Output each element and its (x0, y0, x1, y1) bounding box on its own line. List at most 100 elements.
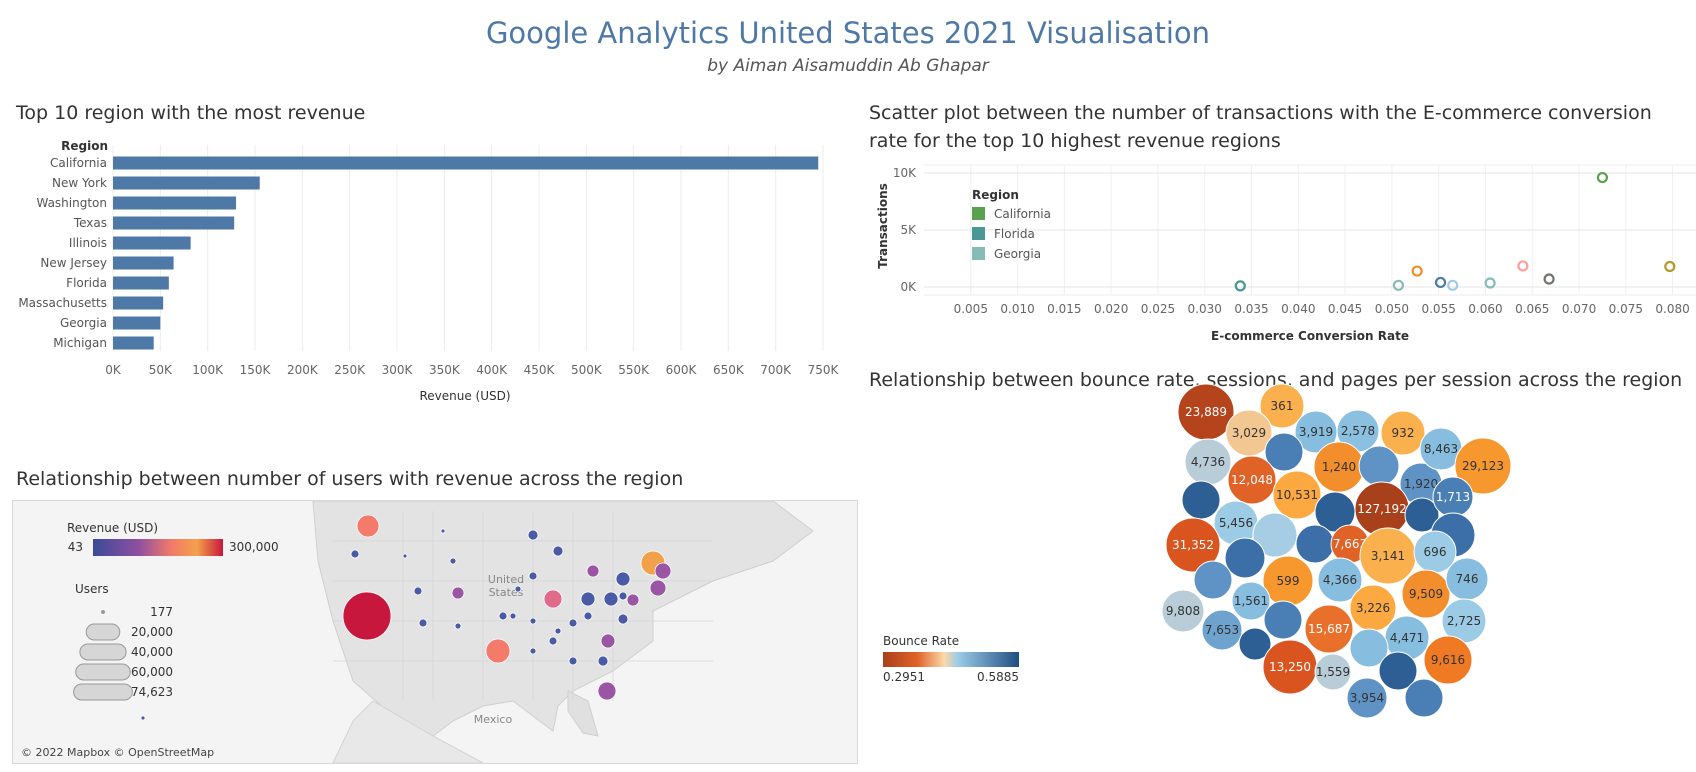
bubble-label: 15,687 (1308, 622, 1350, 636)
legend-label: Florida (994, 227, 1035, 241)
x-tick-label: 250K (334, 363, 366, 377)
x-tick-label: 0.005 (954, 302, 988, 316)
bubble (1314, 653, 1352, 691)
florida-landmass (567, 690, 599, 737)
bubble-label: 1,561 (1234, 594, 1268, 608)
bubble (1201, 609, 1243, 651)
x-tick-label: 450K (524, 363, 556, 377)
bubble (1181, 480, 1221, 520)
us-landmass (312, 501, 814, 737)
bubble-label: 2,578 (1341, 424, 1375, 438)
bar (113, 236, 191, 250)
bubble-label: 29,123 (1462, 459, 1504, 473)
dashboard-title: Google Analytics United States 2021 Visu… (485, 16, 1211, 50)
bar (113, 276, 169, 290)
x-tick-label: 200K (287, 363, 319, 377)
bar (113, 296, 164, 310)
bar (113, 216, 235, 230)
bubble (1295, 524, 1335, 564)
x-tick-label: 600K (666, 363, 698, 377)
bubble-label: 2,725 (1447, 614, 1481, 628)
region-marker (603, 591, 619, 607)
y-tick-label: 0K (900, 280, 917, 294)
bubble-label: 7,663 (1333, 537, 1367, 551)
x-tick-label: 0.025 (1141, 302, 1175, 316)
region-marker (617, 613, 629, 625)
bubble-label: 1,713 (1436, 490, 1470, 504)
map-attribution: © 2022 Mapbox © OpenStreetMap (21, 746, 214, 759)
bubble (1423, 635, 1473, 685)
region-marker (568, 656, 578, 666)
bubble (1454, 437, 1512, 495)
x-tick-label: 550K (618, 363, 650, 377)
color-legend-max: 300,000 (229, 540, 279, 554)
size-legend-circle (85, 623, 121, 641)
bubble-label: 9,509 (1409, 587, 1443, 601)
bubble (1264, 432, 1304, 472)
map-panel[interactable]: Revenue (USD) 43 300,000 Users 177 20,000 40,0… (12, 500, 858, 764)
x-tick-label: 0.075 (1609, 302, 1643, 316)
bubble (1272, 470, 1322, 520)
bubble-label: 1,920 (1404, 477, 1438, 491)
region-marker (529, 647, 537, 655)
region-marker (586, 564, 600, 578)
category-label: Florida (66, 276, 107, 290)
bar (113, 156, 819, 170)
x-tick-label: 400K (476, 363, 508, 377)
x-tick-label: 0.040 (1281, 302, 1315, 316)
bubble (1224, 537, 1266, 579)
bubble (1259, 383, 1305, 429)
bubble (1317, 557, 1363, 603)
region-marker (568, 618, 578, 628)
size-legend-circle (101, 610, 105, 614)
region-marker (583, 611, 593, 621)
bubble-chart: 23,889 361 3,029 3,919 2,578 932 4,736 12,048 1,… (883, 383, 1512, 719)
x-tick-label: 0.080 (1655, 302, 1689, 316)
bubble-label: 599 (1277, 574, 1300, 588)
bounce-legend-min: 0.2951 (883, 670, 925, 684)
region-marker (140, 715, 146, 721)
category-header: Region (61, 139, 108, 153)
category-label: New York (52, 176, 107, 190)
bar (113, 256, 174, 270)
size-legend-circle (79, 643, 127, 661)
map-label: Mexico (474, 713, 513, 726)
bubble (1252, 512, 1298, 558)
legend-swatch (972, 227, 985, 240)
region-marker (342, 591, 392, 641)
bar-chart: 0K 50K 100K 150K 200K 250K 300K 350K 400K 450K 500… (18, 139, 840, 403)
region-marker (509, 612, 517, 620)
bubble (1238, 627, 1272, 661)
bubble (1263, 600, 1303, 640)
dashboard-subtitle: by Aiman Aisamuddin Ab Ghapar (707, 56, 989, 76)
category-label: Illinois (69, 236, 107, 250)
map-title: Relationship between number of users wit… (16, 468, 684, 490)
category-label: New Jersey (40, 256, 107, 270)
bubble (1304, 604, 1354, 654)
legend-title: Region (972, 188, 1019, 202)
scatter-chart-title: Scatter plot between the number of trans… (869, 102, 1652, 152)
scatter-point (1411, 265, 1423, 277)
region-marker (597, 655, 609, 667)
region-marker (597, 681, 617, 701)
x-tick-label: 750K (808, 363, 840, 377)
region-marker (626, 593, 640, 607)
scatter-point (1664, 260, 1676, 273)
bubble-label: 932 (1392, 426, 1415, 440)
region-marker (356, 514, 380, 538)
bubble (1346, 677, 1388, 719)
bubble-label: 13,250 (1269, 660, 1311, 674)
x-tick-label: 0.050 (1375, 302, 1409, 316)
bubble-label: 4,471 (1390, 631, 1424, 645)
size-legend-label: 60,000 (131, 665, 173, 679)
legend-label: California (994, 207, 1051, 221)
region-marker (654, 562, 672, 580)
bubble-label: 3,919 (1299, 425, 1333, 439)
map-canvas[interactable]: Revenue (USD) 43 300,000 Users 177 20,000 40,0… (13, 501, 857, 763)
scatter-point (1392, 279, 1405, 291)
region-marker (440, 528, 446, 534)
region-marker (543, 589, 563, 609)
x-tick-label: 0.010 (1000, 302, 1034, 316)
bubble-label: 5,456 (1219, 516, 1253, 530)
region-marker (451, 586, 465, 600)
